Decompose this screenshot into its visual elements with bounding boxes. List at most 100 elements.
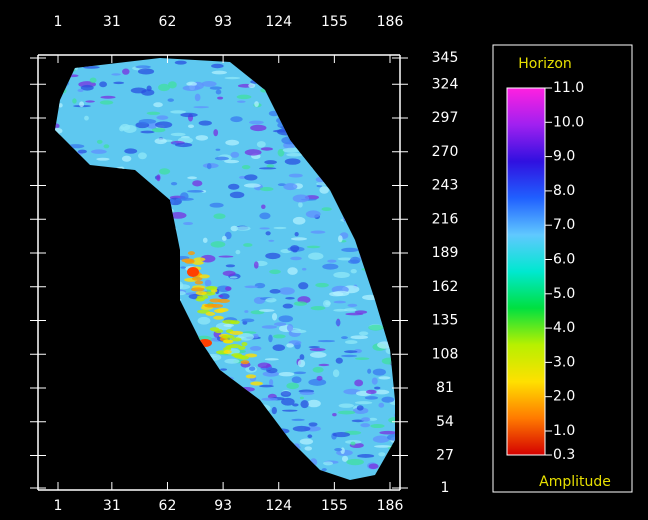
map-texture bbox=[378, 403, 384, 408]
map-texture bbox=[318, 340, 335, 342]
map-texture bbox=[322, 207, 332, 211]
map-texture bbox=[378, 376, 390, 379]
map-texture bbox=[286, 383, 299, 390]
map-texture bbox=[282, 410, 298, 412]
map-texture bbox=[254, 101, 259, 107]
map-texture bbox=[210, 298, 222, 302]
map-texture bbox=[72, 98, 76, 103]
y-tick-label: 162 bbox=[432, 279, 459, 295]
map-texture bbox=[155, 121, 172, 128]
map-texture bbox=[196, 291, 207, 295]
map-texture bbox=[188, 251, 195, 255]
map-texture bbox=[338, 235, 343, 242]
map-texture bbox=[291, 419, 304, 421]
map-texture bbox=[250, 125, 266, 131]
map-texture bbox=[123, 125, 137, 133]
map-texture bbox=[195, 94, 201, 102]
map-texture bbox=[341, 355, 357, 357]
map-texture bbox=[180, 113, 198, 117]
map-texture bbox=[213, 129, 218, 136]
map-texture bbox=[354, 380, 363, 387]
map-texture bbox=[300, 354, 305, 360]
map-texture bbox=[156, 115, 168, 120]
map-texture bbox=[141, 89, 154, 96]
map-texture bbox=[138, 68, 154, 74]
map-texture bbox=[268, 240, 274, 242]
colorbar-tick-label: 2.0 bbox=[553, 389, 575, 405]
x-tick-label: 1 bbox=[54, 498, 63, 514]
map-texture bbox=[374, 387, 380, 390]
map-texture bbox=[230, 116, 242, 122]
map-texture bbox=[78, 150, 87, 154]
colorbar-tick-label: 4.0 bbox=[553, 320, 575, 336]
map-texture bbox=[210, 203, 224, 208]
map-texture bbox=[175, 61, 187, 65]
map-texture bbox=[205, 286, 217, 290]
map-texture bbox=[96, 158, 109, 161]
map-texture bbox=[139, 119, 156, 124]
x-tick-label: 186 bbox=[377, 14, 404, 30]
map-texture bbox=[265, 358, 279, 360]
map-texture bbox=[290, 245, 299, 251]
map-texture bbox=[339, 404, 354, 408]
map-texture bbox=[344, 350, 358, 353]
map-texture bbox=[158, 84, 170, 91]
y-tick-label: 135 bbox=[432, 313, 459, 329]
map-texture bbox=[213, 213, 225, 219]
map-texture bbox=[322, 264, 338, 270]
map-texture bbox=[298, 202, 303, 208]
map-texture bbox=[226, 264, 235, 267]
y-tick-label: 270 bbox=[432, 144, 459, 160]
map-texture bbox=[222, 236, 227, 241]
map-texture bbox=[264, 160, 277, 164]
map-texture bbox=[348, 259, 360, 263]
map-texture bbox=[319, 186, 329, 193]
map-texture bbox=[287, 267, 297, 275]
map-texture bbox=[378, 452, 385, 456]
map-texture bbox=[310, 352, 327, 358]
y-tick-label: 324 bbox=[432, 76, 459, 92]
map-texture bbox=[291, 330, 306, 333]
map-texture bbox=[187, 267, 199, 277]
map-texture bbox=[111, 73, 121, 75]
map-texture bbox=[250, 346, 262, 351]
map-texture bbox=[336, 358, 343, 364]
map-texture bbox=[293, 194, 309, 202]
map-texture bbox=[211, 64, 224, 68]
map-texture bbox=[214, 329, 223, 333]
map-texture bbox=[260, 187, 273, 191]
map-texture bbox=[307, 434, 312, 438]
map-texture bbox=[300, 400, 308, 408]
map-texture bbox=[366, 390, 377, 394]
map-texture bbox=[341, 336, 348, 339]
map-texture bbox=[235, 250, 240, 254]
map-texture bbox=[199, 121, 212, 126]
map-texture bbox=[293, 426, 311, 432]
map-texture bbox=[286, 343, 294, 347]
map-texture bbox=[113, 82, 124, 85]
colorbar-tick-label: 11.0 bbox=[553, 80, 584, 96]
map-texture bbox=[225, 140, 239, 146]
y-tick-label: 189 bbox=[432, 245, 459, 261]
map-texture bbox=[308, 253, 323, 260]
map-texture bbox=[292, 376, 302, 383]
map-texture bbox=[249, 121, 264, 125]
map-texture bbox=[245, 149, 262, 155]
map-texture bbox=[323, 461, 333, 465]
map-texture bbox=[204, 304, 216, 308]
map-texture bbox=[191, 287, 205, 291]
map-texture bbox=[216, 149, 221, 151]
map-texture bbox=[193, 106, 209, 108]
map-texture bbox=[298, 360, 305, 368]
colorbar-tick-label: 9.0 bbox=[553, 149, 575, 165]
map-texture bbox=[232, 337, 242, 341]
map-texture bbox=[231, 152, 240, 158]
map-texture bbox=[373, 369, 386, 376]
map-texture bbox=[196, 135, 209, 140]
map-texture bbox=[270, 289, 281, 294]
map-texture bbox=[244, 286, 258, 289]
map-texture bbox=[122, 156, 131, 162]
map-texture bbox=[237, 100, 246, 102]
map-texture bbox=[278, 315, 293, 322]
map-texture bbox=[248, 83, 255, 88]
